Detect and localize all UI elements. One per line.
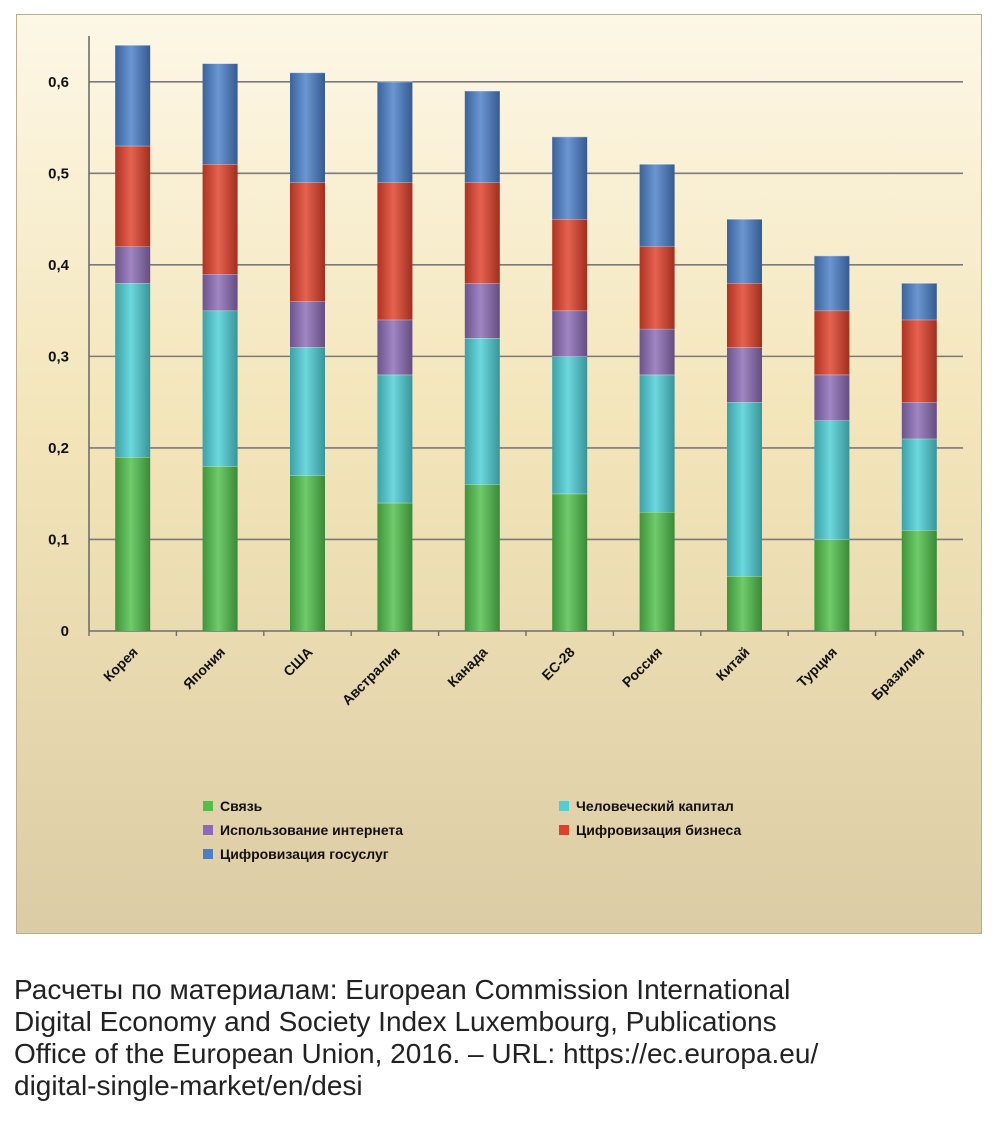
bar-segment [727,347,762,403]
y-tick-label: 0,5 [48,165,69,182]
bar-segment [290,475,325,631]
caption-line: digital-single-market/en/desi [14,1070,363,1101]
legend-label: Цифровизация бизнеса [576,822,742,838]
x-tick-label: Канада [444,644,490,690]
bar-segment [901,530,937,631]
y-tick-label: 0,4 [48,257,70,274]
bar-segment [814,420,850,540]
y-tick-label: 0,6 [48,74,69,91]
legend-swatch [203,825,213,835]
legend-swatch [559,825,569,835]
x-tick-label: США [280,644,316,680]
caption-line: Office of the European Union, 2016. – UR… [14,1038,819,1069]
caption-line: Digital Economy and Society Index Luxemb… [14,1006,777,1037]
bar-segment [115,246,151,284]
bar-segment [464,484,500,631]
x-tick-label: ЕС-28 [538,644,578,684]
legend-swatch [203,801,213,811]
x-tick-label: Турция [794,644,840,690]
y-tick-label: 0,1 [48,531,69,548]
y-tick-label: 0,3 [48,348,69,365]
bar-segment [377,319,413,375]
bar-segment [115,45,151,146]
bar-segment [639,246,675,329]
bar-segment [639,374,675,512]
legend-label: Цифровизация госуслуг [220,846,389,862]
bar-segment [552,136,588,220]
x-tick-label: Бразилия [868,644,927,703]
bar-segment [115,145,151,247]
legend-label: Человеческий капитал [576,798,734,814]
legend-item-internet-use: Использование интернета [203,822,403,838]
stacked-bar-chart: 0 0,1 0,2 0,3 0,4 0,5 0,6 Корея Япония США Австрал… [48,36,964,708]
x-tick-label: Япония [180,644,228,692]
bar-segment [901,402,937,439]
bar-segment [377,81,413,183]
bar-segment [464,182,500,284]
chart-panel: 0 0,1 0,2 0,3 0,4 0,5 0,6 Корея Япония США Австрал… [16,14,982,934]
legend-item-human-capital: Человеческий капитал [559,798,734,814]
x-tick-label: Россия [619,644,665,690]
bar-segment [639,164,675,247]
source-caption: Расчеты по материалам: European Commissi… [14,974,984,1102]
bar-segment [552,310,588,357]
legend-item-business-digitization: Цифровизация бизнеса [559,822,741,838]
bar-segment [727,402,762,577]
y-tick-label: 0 [61,623,69,640]
bar-segment [814,310,850,375]
bar-segment [464,90,500,183]
bar-segment [202,466,238,631]
bar-segment [202,274,238,311]
bar-segment [814,255,850,311]
bar-segment [377,374,413,503]
legend-swatch [559,801,569,811]
x-tick-label: Китай [713,644,753,684]
bar-segment [202,63,238,165]
bar-segment [115,283,151,458]
bar-segment [377,182,413,320]
bar-segment [290,72,325,183]
bar-segment [639,512,675,631]
legend-label: Использование интернета [220,822,404,838]
bar-segment [901,438,937,531]
bar-segment [290,182,325,302]
bar-segment [115,457,151,631]
bar-segment [901,319,937,403]
x-tick-label: Австралия [339,644,403,708]
bar-segment [814,539,850,631]
bar-segment [464,283,500,339]
bar-segment [290,347,325,476]
y-tick-label: 0,2 [48,440,69,457]
bar-segment [814,374,850,421]
bar-segment [464,338,500,485]
legend-swatch [203,849,213,859]
x-tick-label: Корея [100,644,141,685]
bar-segment [202,164,238,274]
bar-segment [901,283,937,320]
bar-segment [727,219,762,284]
legend-label: Связь [220,798,263,814]
bar-segment [552,493,588,631]
bar-segment [727,283,762,348]
bar-segment [727,576,762,631]
caption-line: Расчеты по материалам: European Commissi… [14,974,791,1005]
bar-segment [552,356,588,494]
legend-item-svyaz: Связь [203,798,262,814]
bar-segment [552,219,588,311]
bar-segment [290,301,325,348]
legend-item-public-services-digitization: Цифровизация госуслуг [203,846,389,862]
bar-segment [639,328,675,375]
bar-segment [202,310,238,467]
bar-segment [377,502,413,631]
